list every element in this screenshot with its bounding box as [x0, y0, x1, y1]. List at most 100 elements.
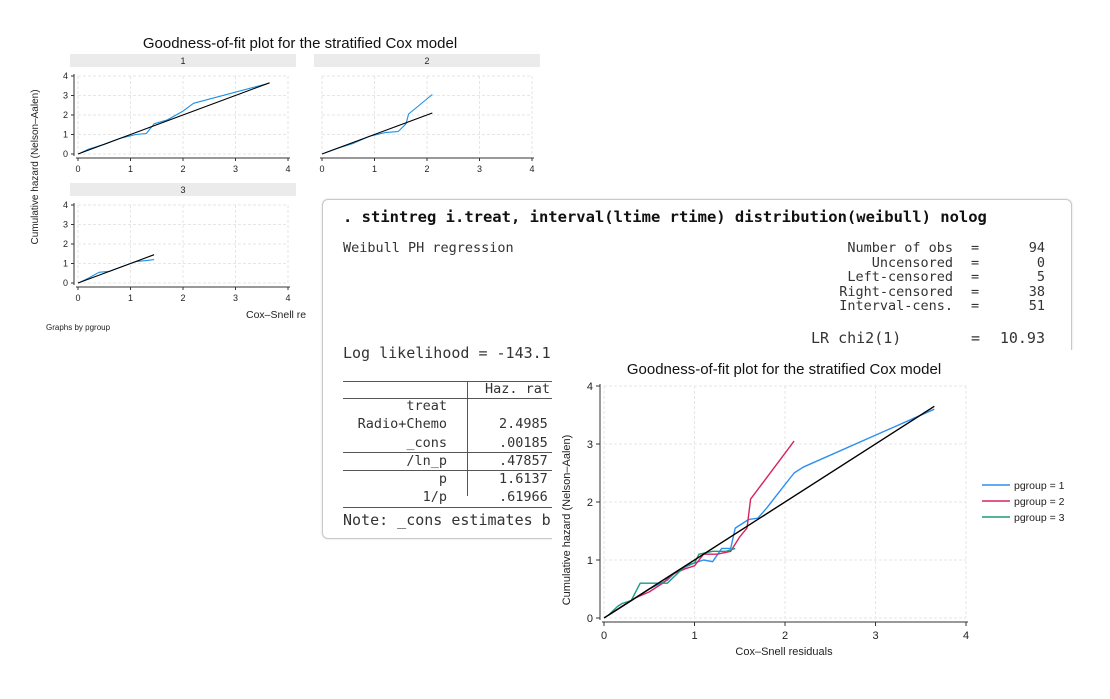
cover-x-axis-label: Cox–Snell re — [246, 309, 306, 321]
row-label-treat: treat — [406, 398, 447, 414]
overlay-y-axis-label: Cumulative hazard (Nelson–Aalen) — [561, 435, 573, 606]
overlay-y-tick-label: 2 — [587, 497, 593, 509]
panel-3-x-tick-label: 4 — [285, 293, 290, 303]
row-value-lnp: .47857 — [499, 453, 548, 469]
stat-value-right: 38 — [1028, 284, 1045, 300]
panel-1-x-tick-label: 2 — [180, 164, 185, 174]
panel-1-x-tick-label: 3 — [233, 164, 238, 174]
overlay-y-tick-label: 1 — [587, 555, 593, 567]
stat-value-interval: 51 — [1028, 298, 1045, 314]
row-label-p: p — [438, 471, 447, 487]
overlay-y-tick-label: 4 — [587, 381, 593, 393]
overlay-plot-area: 0 1 2 3 4 0 1 2 3 4 — [587, 381, 969, 642]
panel-1-x-tick-label: 4 — [285, 164, 290, 174]
panel-2-strip — [314, 54, 540, 67]
panel-2-x-tick-label: 1 — [372, 164, 377, 174]
facet-panel-1: 1 0 1 2 3 4 0 1 2 3 4 — [63, 54, 296, 174]
panel-3-x-tick-label: 3 — [233, 293, 238, 303]
panel-1-y-tick-label: 3 — [63, 91, 68, 101]
stata-note: Note: _cons estimates b — [343, 511, 551, 529]
panel-3-y-tick-label: 3 — [63, 220, 68, 230]
stat-eq-interval: = — [971, 298, 980, 314]
stat-value-obs: 94 — [1028, 240, 1045, 256]
row-label-lnp: /ln_p — [406, 453, 447, 469]
overlay-x-tick-label: 1 — [691, 630, 697, 642]
panel-2-series-reference-line — [321, 112, 433, 155]
overlay-title: Goodness-of-fit plot for the stratified … — [627, 361, 941, 378]
panel-2-x-tick-label: 2 — [424, 164, 429, 174]
panel-3-strip-label: 3 — [180, 185, 185, 195]
legend-label-1: pgroup = 1 — [1014, 480, 1065, 492]
panel-1-y-tick-label: 0 — [63, 149, 68, 159]
graphs-by-note: Graphs by pgroup — [46, 323, 111, 332]
legend-label-3: pgroup = 3 — [1014, 512, 1065, 524]
lr-eq: = — [971, 329, 981, 347]
row-value-cons: .00185 — [499, 435, 548, 451]
overlay-x-axis-label: Cox–Snell residuals — [735, 646, 833, 658]
panel-1-strip — [70, 54, 296, 67]
panel-2-x-tick-label: 4 — [529, 164, 534, 174]
panel-1-series-reference-line — [77, 82, 270, 155]
facet-panel-3: 3 0 1 2 3 4 0 1 2 3 4 — [63, 183, 296, 303]
panel-1-y-tick-label: 1 — [63, 130, 68, 140]
stat-label-right: Right-censored — [839, 284, 953, 300]
panel-3-x-tick-label: 1 — [128, 293, 133, 303]
panel-2-strip-label: 2 — [424, 56, 429, 66]
stat-label-obs: Number of obs — [847, 240, 953, 256]
panel-3-x-tick-label: 2 — [180, 293, 185, 303]
lr-value: 10.93 — [999, 329, 1045, 347]
panel-1-y-tick-label: 4 — [63, 71, 68, 81]
panel-3-series-reference-line — [77, 254, 155, 284]
stat-eq-obs: = — [971, 240, 980, 256]
row-value-radio: 2.4985 — [499, 416, 548, 432]
overlay-x-tick-label: 0 — [601, 630, 607, 642]
row-value-invp: .61966 — [499, 489, 548, 505]
overlay-x-tick-label: 2 — [782, 630, 788, 642]
model-title: Weibull PH regression — [343, 240, 514, 256]
overlay-x-tick-label: 4 — [963, 630, 969, 642]
lr-label: LR chi2(1) — [811, 329, 902, 347]
stat-value-left: 5 — [1036, 269, 1045, 285]
facet-panel-2: 2 0 1 2 3 4 — [314, 54, 540, 174]
row-label-cons: _cons — [406, 435, 447, 451]
overlay-gof-svg: Goodness-of-fit plot for the stratified … — [561, 361, 1065, 658]
stat-eq-left: = — [971, 269, 980, 285]
legend-label-2: pgroup = 2 — [1014, 496, 1065, 508]
stata-command: . stintreg i.treat, interval(ltime rtime… — [343, 208, 987, 226]
overlay-y-tick-label: 3 — [587, 439, 593, 451]
cover-figure-title: Goodness-of-fit plot for the stratified … — [143, 35, 457, 52]
stat-value-uncensored: 0 — [1036, 255, 1045, 271]
panel-3-y-tick-label: 0 — [63, 278, 68, 288]
stat-label-left: Left-censored — [847, 269, 953, 285]
row-value-p: 1.6137 — [499, 471, 548, 487]
log-likelihood: Log likelihood = -143.1 — [343, 344, 551, 362]
overlay-x-tick-label: 3 — [872, 630, 878, 642]
stat-eq-uncensored: = — [971, 255, 980, 271]
stat-label-uncensored: Uncensored — [871, 255, 953, 271]
panel-2-series-line-0 — [324, 94, 433, 154]
panel-1-x-tick-label: 1 — [128, 164, 133, 174]
panel-3-strip — [70, 183, 296, 196]
panel-3-series-line-0 — [80, 259, 155, 283]
panel-2-x-tick-label: 0 — [319, 164, 324, 174]
overlay-series-pgroup-2 — [608, 440, 795, 616]
row-label-invp: 1/p — [422, 489, 447, 505]
panel-3-x-tick-label: 0 — [75, 293, 80, 303]
overlay-gof-plot: Goodness-of-fit plot for the stratified … — [552, 350, 1100, 665]
panel-1-strip-label: 1 — [180, 56, 185, 66]
overlay-series-pgroup-3 — [608, 547, 736, 616]
panel-1-x-tick-label: 0 — [75, 164, 80, 174]
panel-1-y-tick-label: 2 — [63, 110, 68, 120]
table-header: Haz. rat — [485, 381, 551, 397]
stat-eq-right: = — [971, 284, 980, 300]
cover-y-axis-label: Cumulative hazard (Nelson–Aalen) — [30, 89, 41, 244]
overlay-legend: pgroup = 1 pgroup = 2 pgroup = 3 — [982, 480, 1065, 524]
panel-3-y-tick-label: 1 — [63, 259, 68, 269]
overlay-y-tick-label: 0 — [587, 613, 593, 625]
panel-3-y-tick-label: 2 — [63, 239, 68, 249]
panel-2-x-tick-label: 3 — [477, 164, 482, 174]
overlay-series-reference-line — [603, 405, 935, 619]
row-label-radio: Radio+Chemo — [357, 416, 447, 432]
panel-3-y-tick-label: 4 — [63, 200, 68, 210]
